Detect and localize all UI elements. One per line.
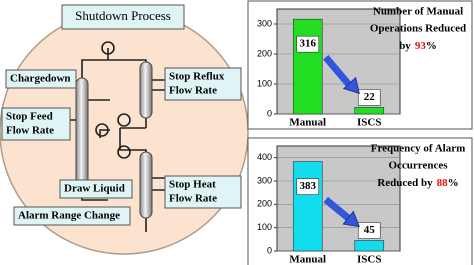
chart-title: Operations Reduced: [370, 23, 466, 35]
chart-title: Reduced by 88%: [377, 177, 458, 189]
arrow-head: [342, 76, 360, 95]
value-label: 22: [364, 91, 376, 103]
label: Flow Rate: [169, 85, 217, 97]
arrow-shaft: [323, 196, 354, 224]
reduction-unit: %: [426, 40, 437, 52]
piping: [70, 41, 165, 232]
y-tick-label: 0: [267, 108, 272, 118]
column: [139, 61, 153, 119]
y-tick-label: 300: [257, 175, 272, 185]
bar: [354, 240, 385, 252]
chart-title: Occurrences: [388, 160, 448, 172]
value-label: 383: [300, 180, 317, 192]
value-label: 316: [300, 38, 317, 50]
value-label-box: [357, 89, 381, 106]
label-box: [59, 179, 133, 199]
label: Alarm Range Change: [18, 210, 120, 222]
value-label-box: [296, 178, 320, 195]
label-box: [13, 206, 131, 226]
label-box: [164, 67, 242, 101]
label: Stop Feed: [6, 111, 53, 123]
bar: [292, 161, 323, 252]
x-tick-label: ISCS: [357, 117, 381, 129]
value-label-box: [357, 222, 381, 239]
x-tick-label: Manual: [289, 254, 326, 265]
bar: [354, 107, 385, 115]
label: Flow Rate: [6, 125, 54, 137]
bar: [292, 18, 323, 115]
column: [75, 77, 89, 187]
chart-title: Number of Manual: [373, 6, 463, 18]
label: Draw Liquid: [64, 183, 125, 195]
label: Flow Rate: [169, 193, 217, 205]
label: Chargedown: [10, 73, 71, 85]
reduction-unit: %: [448, 177, 459, 189]
title-text: Reduced by: [377, 177, 433, 189]
arrow-head: [342, 210, 361, 228]
y-tick-label: 100: [257, 222, 272, 232]
y-tick-label: 200: [257, 48, 272, 58]
label-box: [5, 69, 77, 89]
label: Stop Reflux: [169, 71, 225, 83]
chart-title: by 93%: [399, 40, 437, 52]
reduction: 93: [415, 40, 427, 52]
y-tick-label: 400: [257, 152, 272, 162]
title-box: [61, 4, 185, 30]
x-tick-label: ISCS: [357, 254, 381, 265]
arrow-shaft: [323, 54, 354, 90]
y-tick-label: 300: [257, 18, 272, 28]
diagram-title: Shutdown Process: [75, 8, 171, 23]
value-label: 45: [364, 224, 376, 236]
x-tick-label: Manual: [289, 117, 326, 129]
value-label-box: [296, 35, 320, 53]
label-box: [164, 175, 242, 209]
label: Stop Heat: [169, 179, 216, 191]
label-box: [1, 107, 71, 141]
y-tick-label: 200: [257, 199, 272, 209]
reduction: 88: [437, 177, 449, 189]
y-tick-label: 0: [267, 245, 272, 255]
y-tick-label: 100: [257, 78, 272, 88]
title-text: by: [399, 40, 411, 52]
chart-title: Frequency of Alarm: [371, 143, 466, 155]
column: [139, 151, 153, 219]
